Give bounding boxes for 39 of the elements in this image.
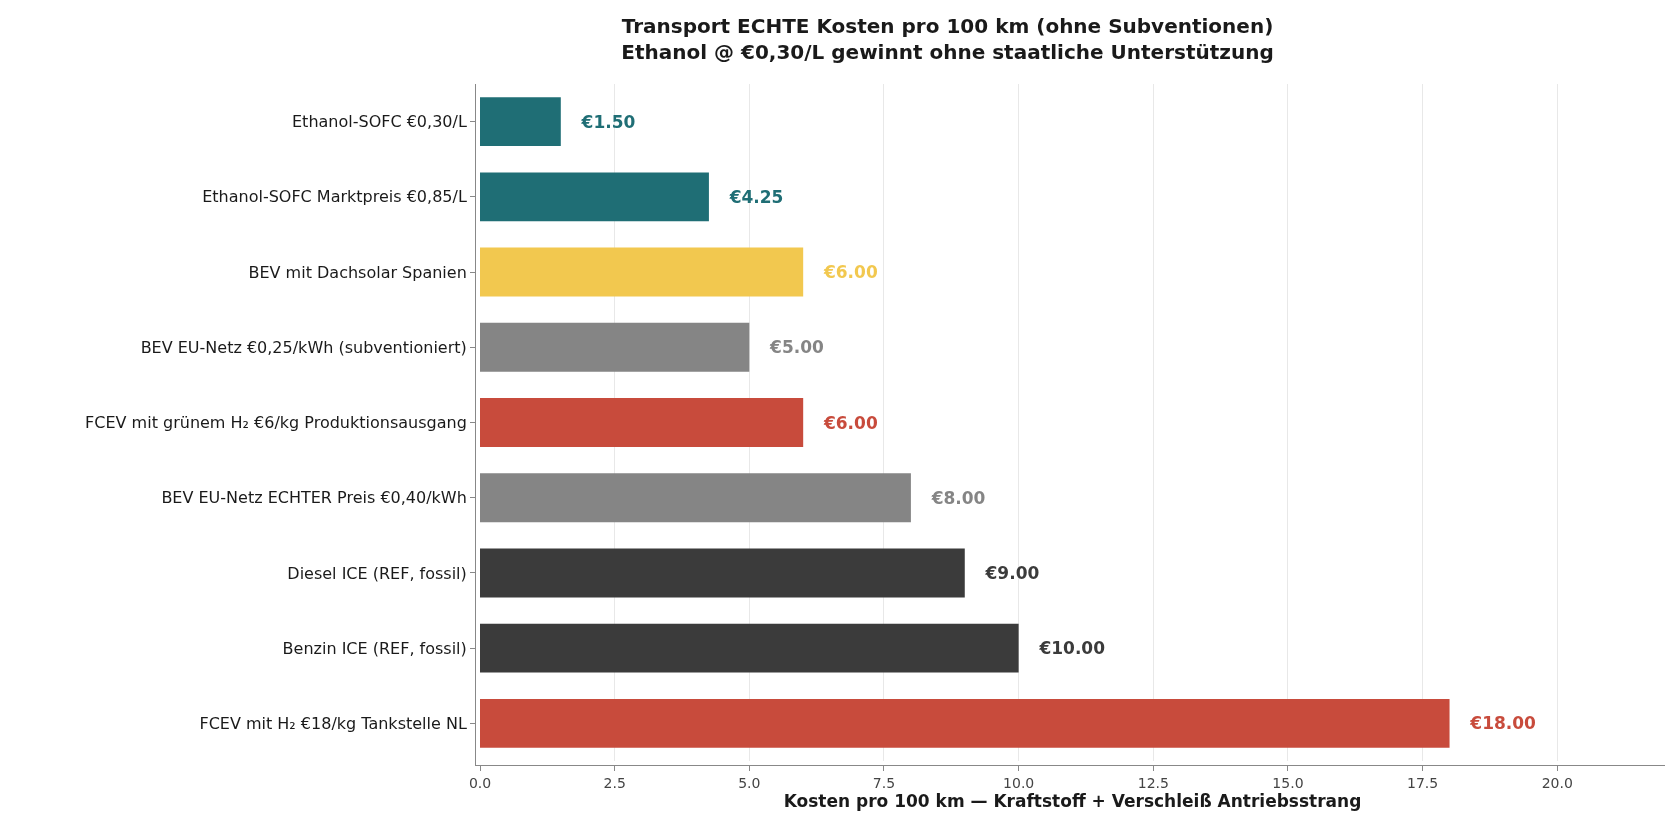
x-tick-label: 7.5 <box>872 774 896 791</box>
y-tick-label: Diesel ICE (REF, fossil) <box>287 563 467 583</box>
y-tick-label: FCEV mit grünem H₂ €6/kg Produktionsausgang <box>85 413 467 433</box>
bar <box>480 398 804 447</box>
y-tick-label: FCEV mit H₂ €18/kg Tankstelle NL <box>199 713 467 733</box>
x-tick-label: 17.5 <box>1407 774 1439 791</box>
x-tick-label: 15.0 <box>1272 774 1304 791</box>
y-tick-label: BEV mit Dachsolar Spanien <box>248 262 467 282</box>
data-label: €6.00 <box>806 412 878 433</box>
bar <box>480 247 804 297</box>
y-tick-label: Ethanol-SOFC Marktpreis €0,85/L <box>202 187 467 207</box>
data-label: €8.00 <box>913 487 986 508</box>
x-tick-label: 10.0 <box>1003 774 1035 791</box>
bar <box>480 698 1450 748</box>
x-tick-label: 2.5 <box>603 774 626 791</box>
data-label: €18.00 <box>1452 713 1537 734</box>
x-tick-label: 12.5 <box>1137 774 1169 791</box>
x-tick-label: 5.0 <box>738 774 761 791</box>
bar <box>480 97 561 147</box>
y-tick-label: BEV EU-Netz ECHTER Preis €0,40/kWh <box>161 488 467 508</box>
data-label: €1.50 <box>563 111 636 132</box>
bar <box>480 548 965 598</box>
data-label: €10.00 <box>1021 638 1106 659</box>
chart-title: Transport ECHTE Kosten pro 100 km (ohne Subventionen) <box>621 14 1274 39</box>
data-label: €4.25 <box>711 186 784 207</box>
bar <box>480 172 709 222</box>
data-label: €6.00 <box>806 262 878 283</box>
x-tick-label: 0.0 <box>468 774 492 791</box>
bar <box>480 473 911 523</box>
x-axis-title: Kosten pro 100 km — Kraftstoff + Verschleiß Antriebsstrang <box>783 790 1362 811</box>
bar <box>480 322 750 372</box>
data-label: €5.00 <box>752 337 825 358</box>
y-tick-label: Ethanol-SOFC €0,30/L <box>292 112 467 132</box>
y-tick-label: Benzin ICE (REF, fossil) <box>282 638 467 658</box>
x-tick-label: 20.0 <box>1541 774 1573 791</box>
data-label: €9.00 <box>967 562 1040 583</box>
bar <box>480 623 1019 673</box>
y-tick-label: BEV EU-Netz €0,25/kWh (subventioniert) <box>140 337 467 357</box>
chart-subtitle: Ethanol @ €0,30/L gewinnt ohne staatliche Unterstützung <box>621 40 1274 65</box>
